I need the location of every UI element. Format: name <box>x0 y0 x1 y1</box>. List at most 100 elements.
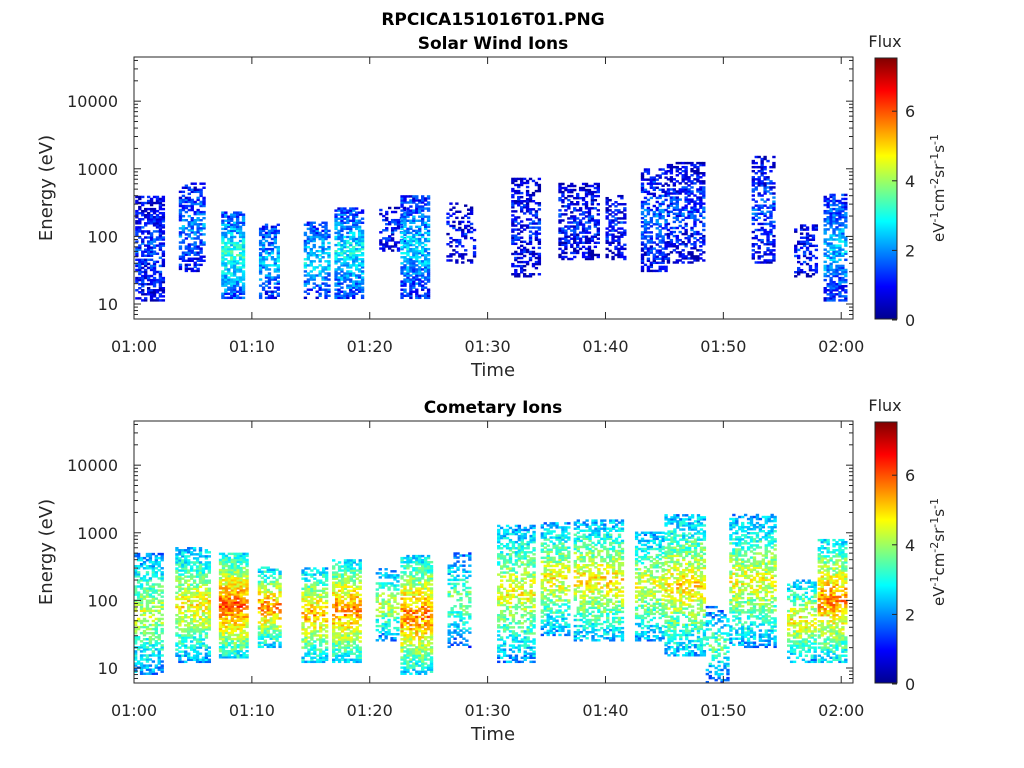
spectrogram-cell <box>684 167 688 171</box>
spectrogram-cell <box>199 204 203 208</box>
spectrogram-cell <box>198 638 203 641</box>
spectrogram-cell <box>138 276 142 280</box>
spectrogram-cell <box>458 243 462 246</box>
spectrogram-cell <box>664 172 668 175</box>
spectrogram-cell <box>360 243 365 247</box>
spectrogram-cell <box>522 228 527 231</box>
spectrogram-cell <box>141 280 145 284</box>
spectrogram-cell <box>763 192 767 195</box>
spectrogram-cell <box>241 272 246 275</box>
spectrogram-cell <box>145 658 150 661</box>
spectrogram-cell <box>763 167 767 171</box>
spectrogram-cell <box>184 186 189 189</box>
spectrogram-cell <box>144 262 148 266</box>
spectrogram-cell <box>409 195 413 198</box>
spectrogram-cell <box>760 174 764 177</box>
spectrogram-cell <box>337 247 341 251</box>
spectrogram-cell <box>135 252 139 255</box>
spectrogram-cell <box>646 172 651 175</box>
spectrogram-cell <box>233 595 237 598</box>
spectrogram-cell <box>517 232 521 235</box>
spectrogram-cell <box>355 215 359 218</box>
spectrogram-cell <box>337 223 341 227</box>
spectrogram-cell <box>832 272 836 276</box>
spectrogram-cell <box>145 656 150 659</box>
spectrogram-cell <box>327 274 331 277</box>
spectrogram-cell <box>151 552 156 556</box>
spectrogram-cell <box>267 272 272 275</box>
spectrogram-cell <box>844 220 848 223</box>
spectrogram-cell <box>139 601 144 604</box>
spectrogram-cell <box>757 212 761 216</box>
spectrogram-cell <box>678 212 682 216</box>
spectrogram-cell <box>184 581 188 584</box>
spectrogram-cell <box>757 216 761 220</box>
spectrogram-cell <box>190 204 194 208</box>
spectrogram-cell <box>525 193 530 197</box>
spectrogram-cell <box>640 243 645 246</box>
spectrogram-cell <box>155 222 160 225</box>
spectrogram-cell <box>303 249 308 253</box>
spectrogram-cell <box>409 235 413 239</box>
spectrogram-cell <box>187 192 191 196</box>
spectrogram-cell <box>573 231 577 234</box>
spectrogram-cell <box>360 290 365 293</box>
spectrogram-cell <box>811 236 816 239</box>
spectrogram-cell <box>661 247 665 250</box>
spectrogram-cell <box>426 225 431 229</box>
spectrogram-cell <box>233 615 237 618</box>
spectrogram-cell <box>646 212 651 216</box>
spectrogram-cell <box>233 587 237 590</box>
spectrogram-cell <box>400 209 404 212</box>
spectrogram-cell <box>148 664 153 667</box>
spectrogram-cell <box>605 235 609 238</box>
spectrogram-cell <box>149 293 154 296</box>
spectrogram-cell <box>221 223 225 227</box>
spectrogram-cell <box>204 648 209 651</box>
spectrogram-cell <box>258 266 263 269</box>
spectrogram-cell <box>570 229 574 232</box>
spectrogram-cell <box>204 652 209 655</box>
spectrogram-cell <box>835 264 839 268</box>
spectrogram-cell <box>832 248 836 251</box>
spectrogram-cell <box>605 255 609 259</box>
spectrogram-cell <box>590 201 595 204</box>
spectrogram-cell <box>658 265 662 269</box>
spectrogram-cell <box>617 203 621 206</box>
spectrogram-cell <box>578 219 583 222</box>
spectrogram-cell <box>409 201 413 204</box>
spectrogram-cell <box>458 220 462 224</box>
spectrogram-cell <box>528 238 533 241</box>
spectrogram-cell <box>766 259 770 262</box>
y-tick-label: 10 <box>98 295 118 314</box>
spectrogram-cell <box>201 595 206 599</box>
spectrogram-cell <box>218 627 223 631</box>
spectrogram-cell <box>236 623 240 627</box>
spectrogram-cell <box>696 198 700 201</box>
spectrogram-cell <box>829 234 833 237</box>
spectrogram-cell <box>346 296 350 300</box>
spectrogram-cell <box>135 222 139 225</box>
spectrogram-cell <box>511 236 515 239</box>
spectrogram-cell <box>198 646 203 649</box>
spectrogram-cell <box>832 246 836 249</box>
spectrogram-cell <box>829 226 833 229</box>
spectrogram-cell <box>403 195 407 198</box>
spectrogram-cell <box>832 287 836 290</box>
spectrogram-cell <box>766 253 770 256</box>
spectrogram-cell <box>152 195 157 199</box>
spectrogram-cell <box>270 258 275 261</box>
spectrogram-cell <box>144 276 148 280</box>
spectrogram-cell <box>520 230 524 233</box>
spectrogram-cell <box>696 257 700 260</box>
spectrogram-cell <box>148 589 153 592</box>
spectrogram-cell <box>396 218 401 222</box>
spectrogram-cell <box>349 251 353 255</box>
spectrogram-cell <box>418 274 422 277</box>
spectrogram-cell <box>581 211 586 214</box>
spectrogram-cell <box>661 259 665 262</box>
spectrogram-cell <box>175 561 179 564</box>
spectrogram-cell <box>655 233 659 236</box>
spectrogram-cell <box>678 182 682 185</box>
spectrogram-cell <box>239 558 243 562</box>
